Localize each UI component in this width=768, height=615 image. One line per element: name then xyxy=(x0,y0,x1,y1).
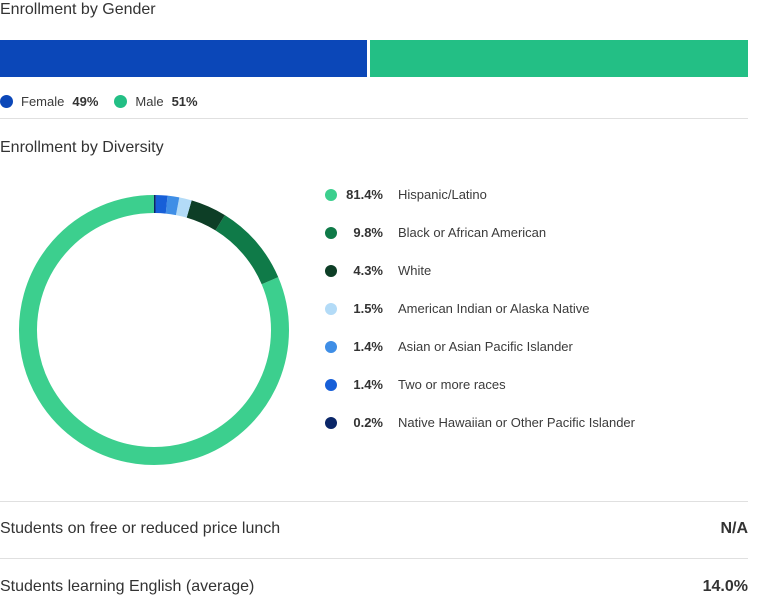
diversity-legend-pct: 1.4% xyxy=(353,339,383,354)
diversity-legend: 81.4% Hispanic/Latino 9.8% Black or Afri… xyxy=(325,186,745,452)
gender-legend-label: Female xyxy=(21,94,65,109)
diversity-legend-label: Black or African American xyxy=(398,225,547,240)
gender-bar-female[interactable] xyxy=(0,40,367,77)
diversity-legend-label: Asian or Asian Pacific Islander xyxy=(398,339,573,354)
english-learners-value: 14.0% xyxy=(702,578,748,595)
gender-legend-male: Male 51% xyxy=(114,94,198,109)
diversity-legend-item: 1.5% American Indian or Alaska Native xyxy=(325,300,745,338)
diversity-legend-item: 1.4% Asian or Asian Pacific Islander xyxy=(325,338,745,376)
diversity-legend-item: 0.2% Native Hawaiian or Other Pacific Is… xyxy=(325,414,745,452)
free-lunch-value: N/A xyxy=(720,520,748,537)
divider xyxy=(0,501,748,502)
diversity-legend-label: Hispanic/Latino xyxy=(398,187,487,202)
diversity-legend-pct: 4.3% xyxy=(353,263,383,278)
free-lunch-label: Students on free or reduced price lunch xyxy=(0,520,281,537)
donut-slice-hispanic-latino[interactable] xyxy=(19,195,289,465)
gender-stacked-bar xyxy=(0,40,748,77)
native-hawaiian-swatch-icon xyxy=(325,417,337,429)
english-learners-row: Students learning English (average) 14.0… xyxy=(0,578,748,596)
gender-section-title: Enrollment by Gender xyxy=(0,1,156,18)
donut-slice-two-or-more-races[interactable] xyxy=(155,195,168,214)
diversity-legend-label: White xyxy=(398,263,432,278)
american-indian-swatch-icon xyxy=(325,303,337,315)
two-or-more-races-swatch-icon xyxy=(325,379,337,391)
diversity-legend-label: American Indian or Alaska Native xyxy=(398,301,590,316)
diversity-section-title: Enrollment by Diversity xyxy=(0,139,164,156)
diversity-legend-pct: 9.8% xyxy=(353,225,383,240)
diversity-donut-chart xyxy=(19,194,289,465)
diversity-legend-pct: 0.2% xyxy=(353,415,383,430)
gender-bar-male[interactable] xyxy=(366,40,748,77)
free-lunch-row: Students on free or reduced price lunch … xyxy=(0,520,748,538)
diversity-legend-pct: 81.4% xyxy=(346,187,383,202)
donut-slice-black-or-african-american[interactable] xyxy=(215,215,279,285)
gender-legend: Female 49% Male 51% xyxy=(0,94,214,109)
diversity-legend-label: Native Hawaiian or Other Pacific Islande… xyxy=(398,415,635,430)
gender-legend-female: Female 49% xyxy=(0,94,98,109)
divider xyxy=(0,118,748,119)
donut-slice-white[interactable] xyxy=(186,200,225,231)
divider xyxy=(0,558,748,559)
asian-swatch-icon xyxy=(325,341,337,353)
donut-slice-american-indian-or-alaska-native[interactable] xyxy=(175,197,192,218)
diversity-legend-label: Two or more races xyxy=(398,377,506,392)
female-swatch-icon xyxy=(0,95,13,108)
black-african-american-swatch-icon xyxy=(325,227,337,239)
english-learners-label: Students learning English (average) xyxy=(0,578,255,595)
diversity-legend-pct: 1.4% xyxy=(353,377,383,392)
diversity-legend-item: 4.3% White xyxy=(325,262,745,300)
donut-slice-asian-or-asian-pacific-islander[interactable] xyxy=(165,195,180,216)
male-swatch-icon xyxy=(114,95,128,108)
diversity-legend-pct: 1.5% xyxy=(353,301,383,316)
diversity-legend-item: 1.4% Two or more races xyxy=(325,376,745,414)
hispanic-latino-swatch-icon xyxy=(325,189,337,201)
gender-legend-pct: 51% xyxy=(171,94,198,109)
white-swatch-icon xyxy=(325,265,337,277)
diversity-legend-item: 9.8% Black or African American xyxy=(325,224,745,262)
gender-legend-pct: 49% xyxy=(72,94,99,109)
diversity-legend-item: 81.4% Hispanic/Latino xyxy=(325,186,745,224)
gender-legend-label: Male xyxy=(135,94,164,109)
